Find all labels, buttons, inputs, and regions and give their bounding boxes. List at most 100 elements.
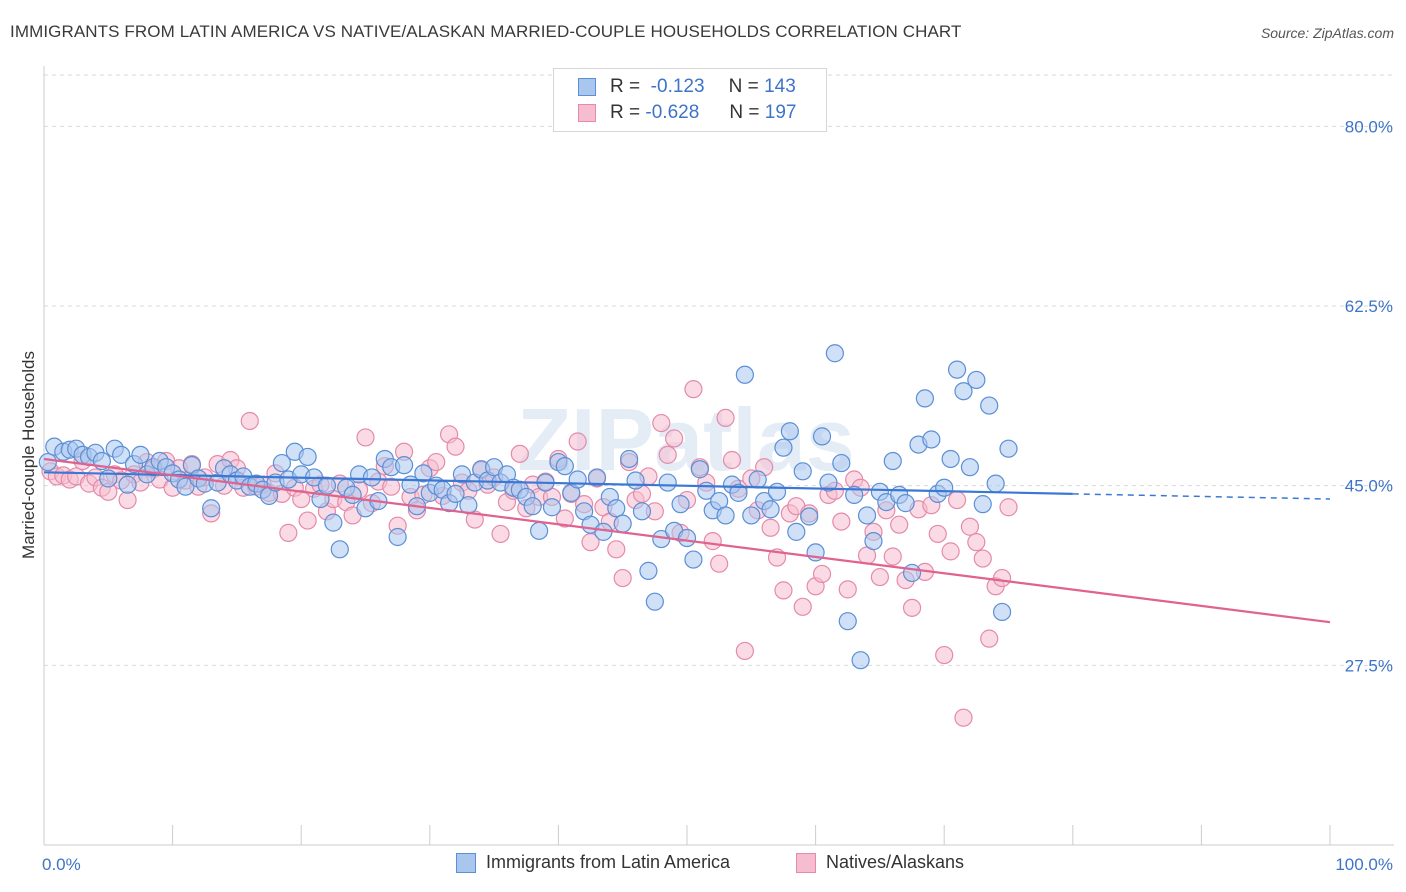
natives-point [960,517,980,536]
natives-point [954,708,973,727]
natives-point [722,450,742,470]
immigrants-point [767,482,787,501]
immigrants-point [967,370,986,390]
natives-point [935,645,954,665]
natives-point [710,554,729,573]
natives-point [652,413,671,433]
immigrants-point [735,365,754,384]
trend-line-natives [43,457,1331,624]
immigrants-point [542,498,562,517]
trend-line-immigrants [43,471,1073,495]
natives-point [774,581,793,600]
immigrants-point [112,445,131,464]
immigrants-point [819,473,838,492]
immigrants-point [992,602,1012,622]
bottom-legend-swatch-pink [796,852,816,873]
grid-lines [44,74,1394,666]
immigrants-point [530,521,549,540]
natives-point [812,564,832,584]
natives-point [684,380,703,399]
immigrants-point [845,485,864,505]
natives-point [716,408,735,428]
natives-point [890,515,909,534]
immigrants-point [176,477,195,496]
immigrants-point [864,532,883,551]
immigrants-point [677,528,697,548]
x-tick-label: 0.0% [42,855,81,874]
immigrants-point [780,422,799,441]
immigrants-point [787,522,806,541]
natives-point [510,444,529,463]
immigrants-point [954,382,973,401]
natives-point [446,437,465,456]
immigrants-point [324,513,343,532]
immigrants-point [131,445,150,464]
natives-point [838,580,857,599]
immigrants-point [684,550,703,569]
y-tick-label: 80.0% [1345,117,1393,136]
immigrants-point [851,651,870,670]
natives-point [947,490,967,510]
natives-point [703,532,722,551]
bottom-legend-swatch-blue [456,852,476,873]
natives-point [356,428,375,447]
tick-labels: 27.5% 45.0% 62.5% 80.0% 0.0% 100.0% [42,117,1393,874]
immigrants-point [202,499,221,518]
source-label: Source: ZipAtlas.com [1260,25,1394,41]
trend-lines [43,457,1331,624]
immigrants-point [317,476,337,495]
natives-point [999,498,1018,517]
immigrants-point [812,427,832,446]
immigrants-point [838,612,857,631]
y-tick-label: 45.0% [1345,477,1393,496]
natives-point [298,511,317,530]
chart-title: IMMIGRANTS FROM LATIN AMERICA VS NATIVE/… [10,22,962,41]
legend-n-label: N = [728,76,759,97]
immigrants-point [922,430,941,449]
legend-r-label: R = [610,102,641,123]
immigrants-point [915,389,935,408]
legend-r-label: R = [610,76,641,97]
natives-point [793,597,812,616]
legend-n-label: N = [729,102,760,123]
legend-r-value: -0.123 [650,76,705,97]
immigrants-point [774,438,793,457]
natives-point [118,490,137,510]
natives-point [761,518,780,537]
legend-n-value: 143 [764,76,796,97]
immigrants-point [587,468,607,487]
natives-point [491,524,510,544]
immigrants-point [960,458,980,477]
immigrants-point [343,485,362,505]
y-tick-label: 27.5% [1345,656,1393,675]
immigrants-point [523,497,542,516]
bottom-legend-immigrants: Immigrants from Latin America [456,852,730,873]
immigrants-point [941,449,960,469]
legend-swatch-blue [578,78,596,96]
immigrants-point [761,500,780,519]
immigrants-point [742,506,761,525]
immigrants-point [716,506,735,525]
immigrants-point [645,592,664,611]
natives-point [735,641,754,661]
natives-point [607,540,626,559]
immigrants-point [748,470,767,489]
x-tick-label: 100.0% [1335,855,1393,874]
immigrants-point [973,495,992,514]
natives-point [973,549,992,568]
natives-point [568,432,587,451]
natives-point [832,512,851,531]
immigrants-point [362,468,382,487]
natives-point [240,411,259,431]
natives-point [883,547,902,566]
immigrants-point [883,451,902,471]
immigrants-point [935,478,954,497]
immigrants-point [394,456,414,475]
immigrants-point [452,465,472,484]
natives-point [992,568,1012,588]
immigrants-point [658,473,677,492]
y-axis-label: Married-couple Households [19,351,38,559]
immigrants-point [825,344,844,363]
immigrants-point [446,484,465,503]
